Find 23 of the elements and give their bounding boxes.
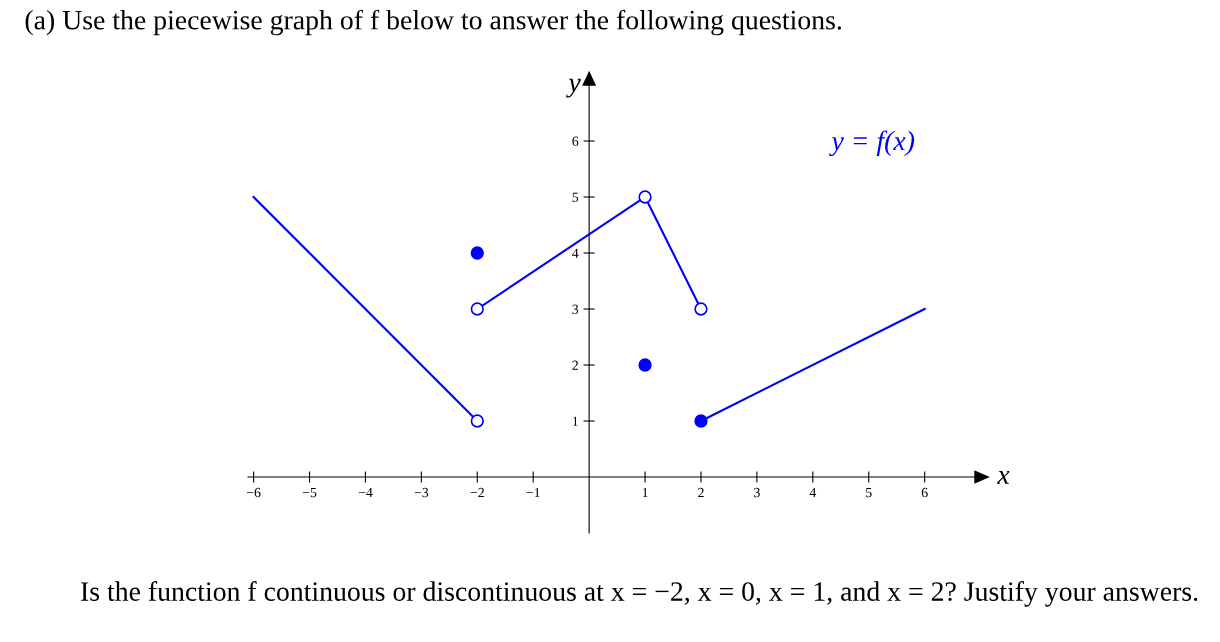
x-tick-label: 3 — [754, 487, 760, 498]
x-tick-label: 4 — [809, 487, 817, 498]
annotation: y = f(x) — [829, 130, 915, 157]
x-axis-title: x — [997, 470, 1010, 484]
x-tick-label: −5 — [302, 487, 317, 498]
x-tick-label: −6 — [246, 487, 261, 498]
text: Is the function f continuous or discontinuous at x = −2, x = 0, x = 1, and x = 2? Justify your answers. — [81, 581, 1198, 607]
y-tick-label: 6 — [572, 136, 579, 146]
y-tick-label: 5 — [572, 192, 579, 202]
x-tick-label: 2 — [698, 487, 704, 498]
x-tick-label: −2 — [470, 487, 484, 498]
chart-title: (a) Use the piecewise graph of f below to answer the following questions. — [25, 9, 842, 36]
x-tick-label: −3 — [414, 487, 429, 498]
x-tick-label: 1 — [642, 487, 648, 498]
x-tick-label: 5 — [866, 487, 872, 498]
x-tick-label: −1 — [526, 487, 540, 498]
y-tick-label: 1 — [572, 416, 578, 426]
x-tick-label: −4 — [358, 487, 373, 498]
y-tick-label: 3 — [572, 304, 579, 314]
y-tick-label: 4 — [572, 248, 579, 258]
y-axis-title: y — [566, 78, 581, 98]
x-tick-label: 6 — [921, 487, 928, 498]
y-tick-label: 2 — [572, 360, 578, 370]
